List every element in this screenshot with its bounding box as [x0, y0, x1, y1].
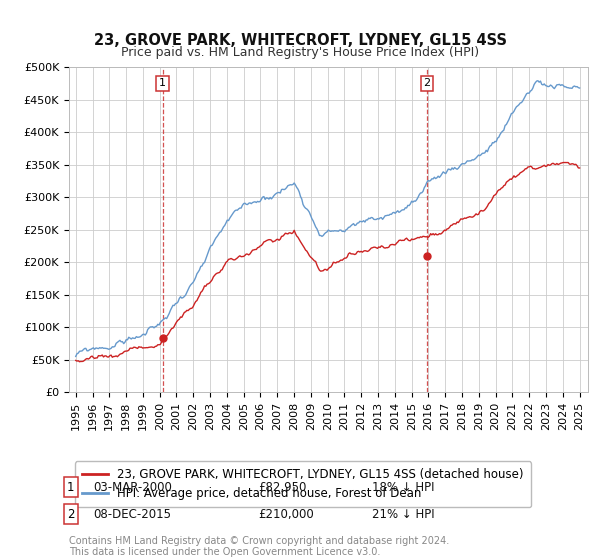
Text: Price paid vs. HM Land Registry's House Price Index (HPI): Price paid vs. HM Land Registry's House …	[121, 46, 479, 59]
Text: 03-MAR-2000: 03-MAR-2000	[93, 480, 172, 494]
Text: 2: 2	[424, 78, 431, 88]
Text: 21% ↓ HPI: 21% ↓ HPI	[372, 507, 434, 521]
Text: 1: 1	[67, 480, 74, 494]
Text: 08-DEC-2015: 08-DEC-2015	[93, 507, 171, 521]
Text: 1: 1	[159, 78, 166, 88]
Text: £210,000: £210,000	[258, 507, 314, 521]
Text: 18% ↓ HPI: 18% ↓ HPI	[372, 480, 434, 494]
Text: Contains HM Land Registry data © Crown copyright and database right 2024.
This d: Contains HM Land Registry data © Crown c…	[69, 535, 449, 557]
Legend: 23, GROVE PARK, WHITECROFT, LYDNEY, GL15 4SS (detached house), HPI: Average pric: 23, GROVE PARK, WHITECROFT, LYDNEY, GL15…	[75, 461, 531, 507]
Text: £82,950: £82,950	[258, 480, 307, 494]
Text: 23, GROVE PARK, WHITECROFT, LYDNEY, GL15 4SS: 23, GROVE PARK, WHITECROFT, LYDNEY, GL15…	[94, 32, 506, 48]
Text: 2: 2	[67, 507, 74, 521]
